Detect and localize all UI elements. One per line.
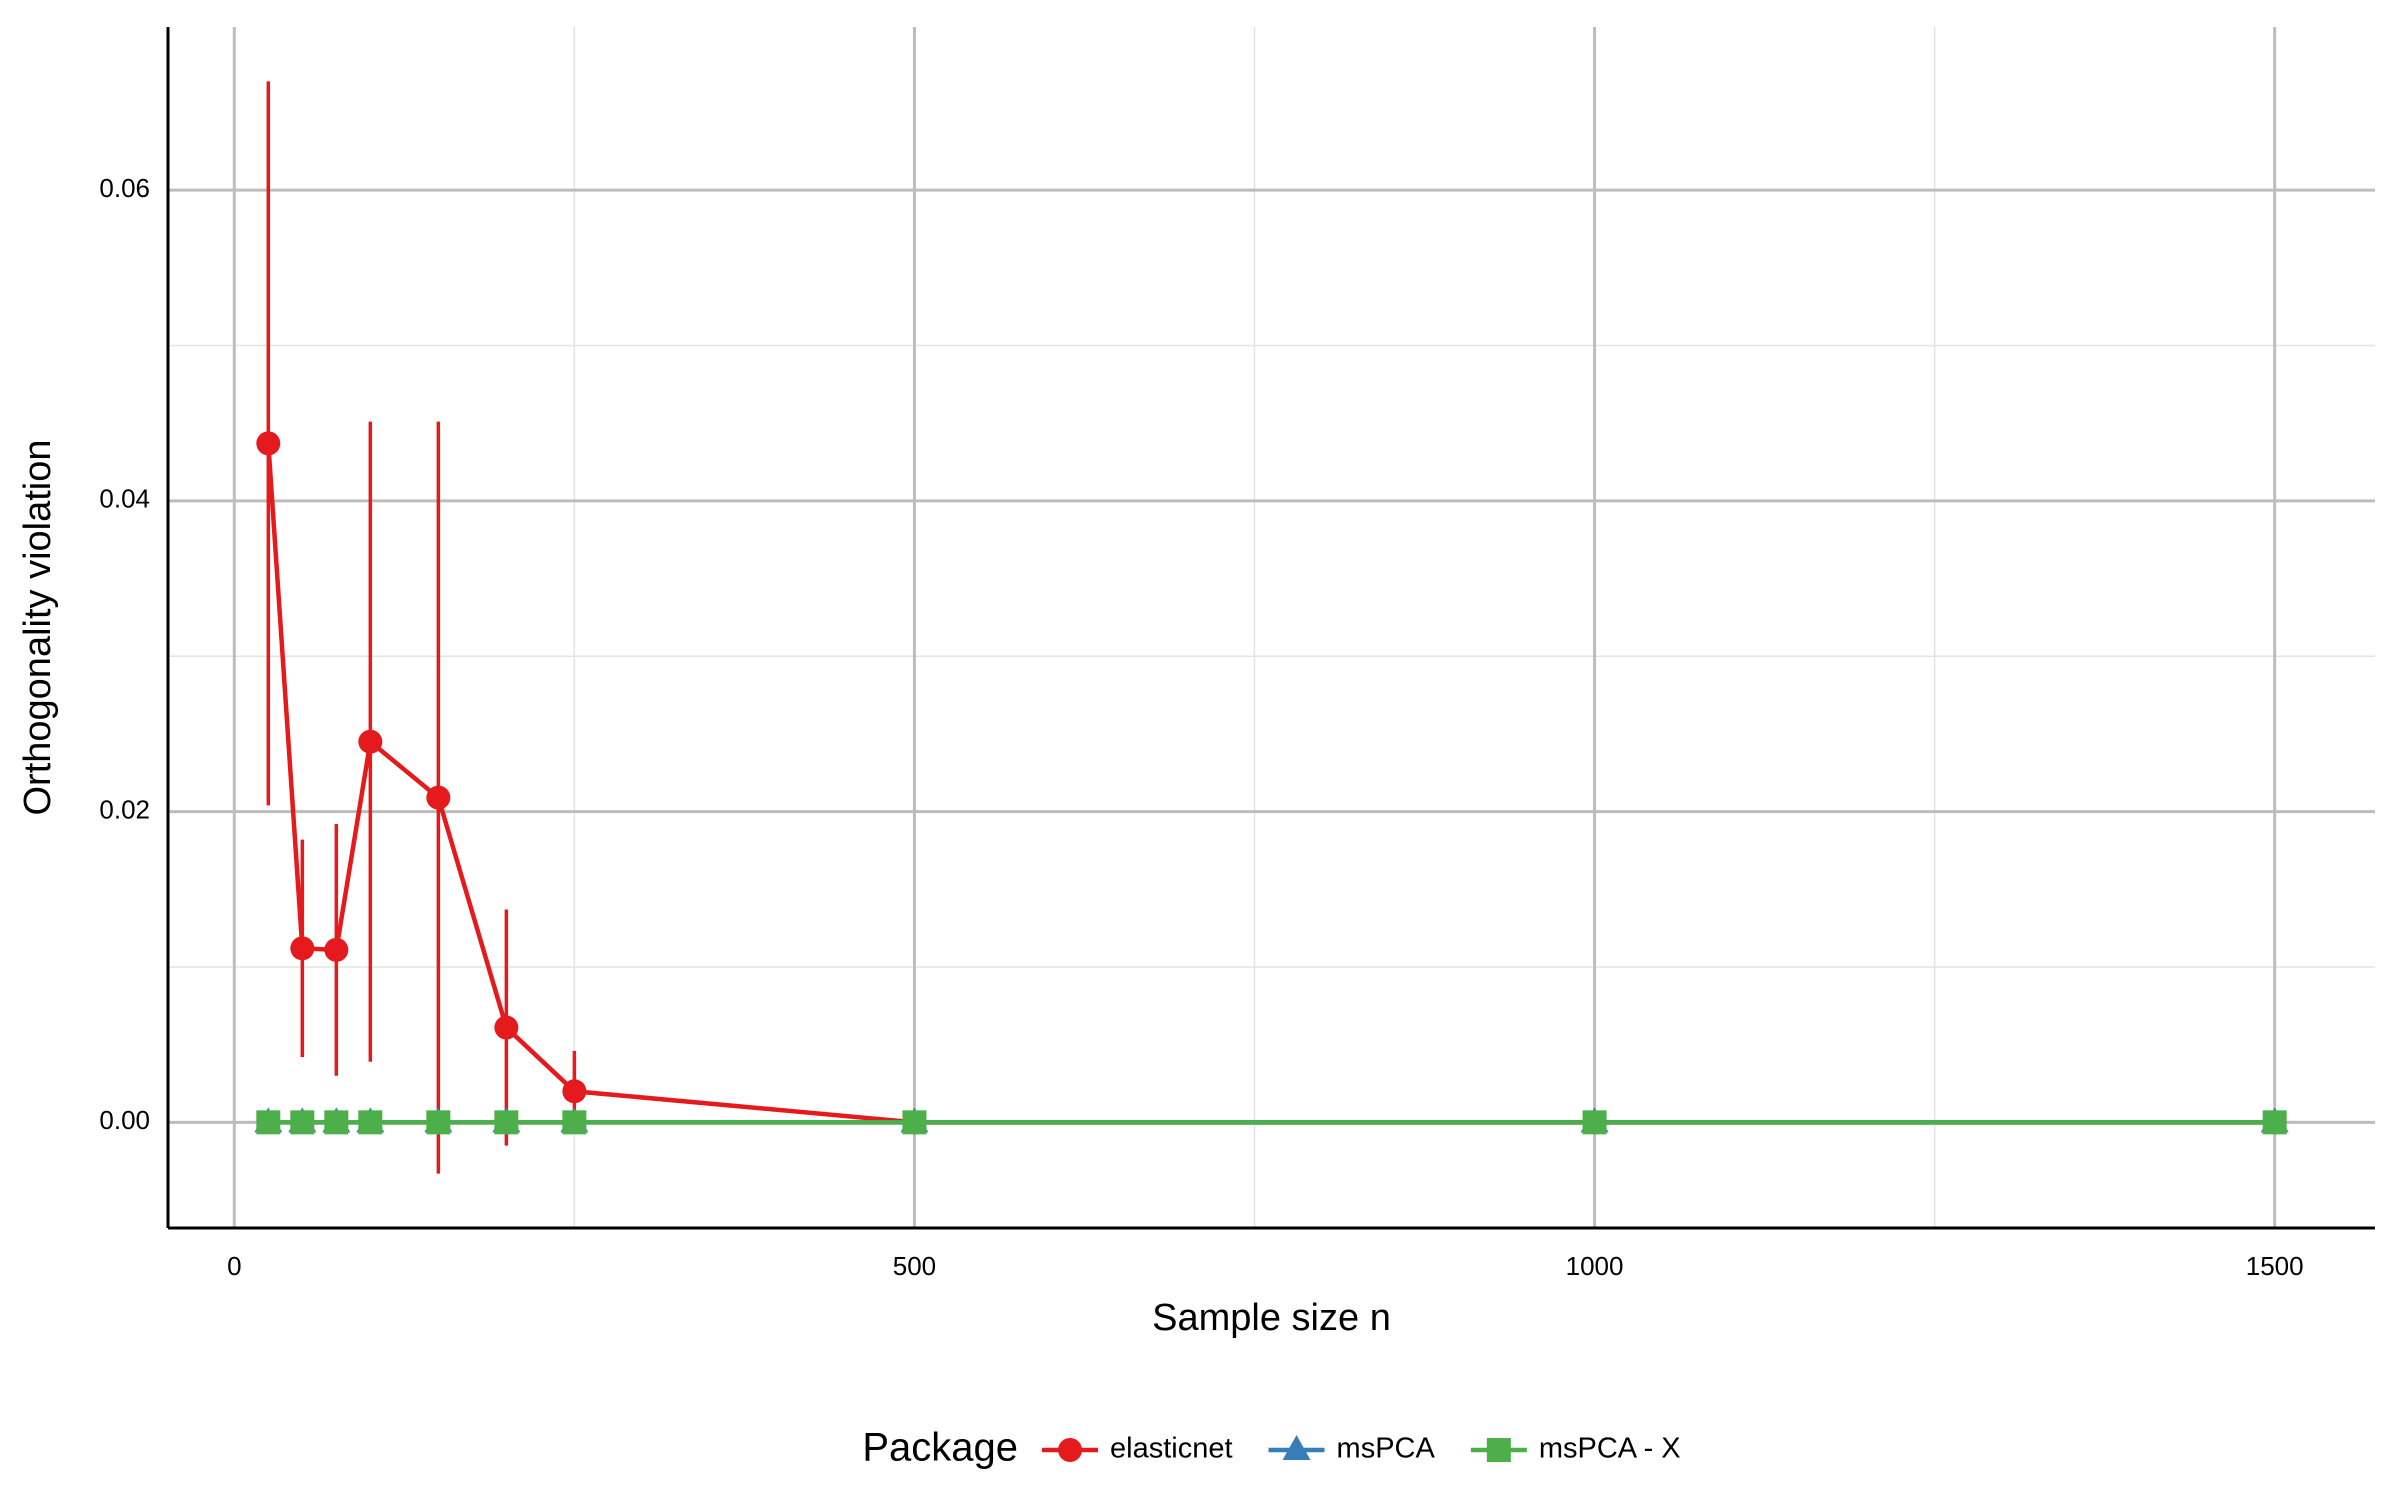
x-tick-label: 500	[893, 1251, 936, 1281]
data-point	[494, 1110, 519, 1135]
legend-marker	[1058, 1438, 1083, 1462]
series-line	[266, 443, 2275, 1125]
y-axis-title: Orthogonality violation	[17, 440, 59, 816]
legend-title: Package	[862, 1426, 1018, 1470]
data-point	[324, 937, 349, 962]
legend-item: msPCA - X	[1470, 1433, 1681, 1465]
data-point	[290, 1110, 315, 1135]
data-point	[324, 1110, 349, 1135]
data-point	[902, 1110, 927, 1135]
data-point	[358, 729, 383, 754]
legend-item: msPCA	[1268, 1433, 1436, 1465]
data-point	[256, 1110, 281, 1135]
legend-item: elasticnet	[1042, 1433, 1233, 1465]
y-tick-label: 0.00	[99, 1105, 150, 1135]
x-tick-label: 1500	[2246, 1251, 2304, 1281]
data-point	[426, 785, 451, 810]
data-point	[494, 1015, 519, 1040]
data-point	[562, 1079, 587, 1104]
legend-label: msPCA	[1337, 1433, 1436, 1465]
data-point	[1582, 1110, 1607, 1135]
data-point	[256, 431, 281, 456]
legend-marker	[1486, 1438, 1511, 1462]
data-point	[426, 1110, 451, 1135]
legend: Package elasticnet msPCA msPCA - X	[862, 1426, 1680, 1470]
data-point	[358, 1110, 383, 1135]
y-tick-label: 0.02	[99, 794, 150, 824]
data-point	[562, 1110, 587, 1135]
y-tick-label: 0.04	[99, 484, 150, 514]
data-point	[290, 936, 315, 961]
x-axis-title: Sample size n	[1152, 1297, 1391, 1339]
x-tick-label: 1000	[1566, 1251, 1624, 1281]
x-tick-label: 0	[227, 1251, 241, 1281]
legend-label: msPCA - X	[1539, 1433, 1681, 1465]
legend-label: elasticnet	[1110, 1433, 1233, 1465]
data-point	[2262, 1110, 2287, 1135]
legend-marker	[1282, 1435, 1311, 1460]
y-tick-label: 0.06	[99, 173, 150, 203]
